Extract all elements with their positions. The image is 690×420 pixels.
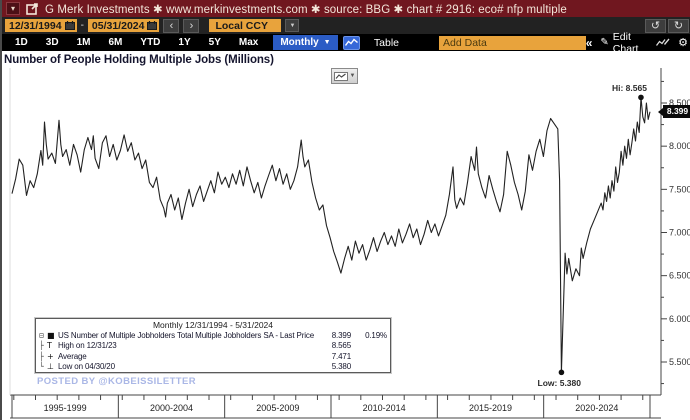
low-marker-icon: ⊥ — [47, 362, 54, 372]
chart-type-button[interactable]: ▼ — [331, 68, 358, 84]
date-range-dash: - — [80, 20, 84, 31]
high-point-dot — [638, 94, 644, 101]
date-to-value: 05/31/2024 — [91, 19, 145, 32]
x-axis-label: 2015-2019 — [469, 403, 512, 413]
legend-last-value: 8.399 — [331, 330, 351, 340]
collapse-panel-button[interactable]: « — [585, 35, 593, 50]
x-axis-label: 2005-2009 — [256, 403, 299, 413]
calendar-icon[interactable] — [64, 21, 75, 30]
tree-branch-icon: └ — [39, 362, 44, 372]
range-ytd[interactable]: YTD — [140, 37, 161, 48]
low-point-dot — [558, 369, 565, 376]
currency-caret-icon[interactable]: ▼ — [285, 19, 300, 32]
range-1m[interactable]: 1M — [76, 37, 91, 48]
legend-high-label: High on 12/31/23 — [58, 341, 117, 351]
range-max[interactable]: Max — [238, 37, 259, 48]
date-to-field[interactable]: 05/31/2024 — [87, 19, 160, 32]
mini-line-chart-icon — [333, 71, 348, 81]
range-6m[interactable]: 6M — [108, 37, 123, 48]
last-price-tag: 8.399 — [658, 105, 690, 119]
next-period-button[interactable]: › — [183, 18, 200, 33]
price-chart[interactable]: 5.500 6.000 6.500 7.000 7.500 8.000 8.500 1995-… — [2, 51, 690, 420]
series-swatch-icon: ■ — [47, 330, 55, 340]
y-axis-label: 6.000 — [669, 314, 690, 324]
gear-icon[interactable]: ⚙ — [678, 37, 689, 49]
legend-header: Monthly 12/31/1994 - 5/31/2024 — [152, 320, 274, 330]
legend-low-label: Low on 04/30/20 — [58, 362, 115, 372]
range-toolbar: 1D 3D 1M 6M YTD 1Y 5Y Max Monthly ▼ Tabl… — [2, 31, 690, 55]
calendar-icon[interactable] — [147, 21, 158, 30]
y-axis-label: 8.000 — [669, 141, 690, 151]
y-axis-label: 7.000 — [669, 227, 690, 237]
range-1y[interactable]: 1Y — [178, 37, 191, 48]
legend-series-label: US Number of Multiple Jobholders Total M… — [58, 330, 314, 340]
legend-row-low: └ ⊥ Low on 04/30/20 5.380 — [39, 362, 387, 373]
legend-average-value: 7.471 — [331, 351, 351, 361]
prev-period-button[interactable]: ‹ — [163, 18, 180, 33]
tree-branch-icon: ├ — [39, 341, 44, 351]
frequency-value: Monthly — [280, 37, 319, 48]
external-link-icon[interactable] — [26, 2, 39, 15]
chart-title: Number of People Holding Multiple Jobs (… — [4, 54, 274, 66]
range-1d[interactable]: 1D — [15, 37, 28, 48]
y-axis-label: 8.500 — [669, 98, 690, 108]
legend-row-average: ├ + Average 7.471 — [39, 351, 387, 362]
add-data-input[interactable]: Add Data — [439, 35, 586, 50]
legend-low-value: 5.380 — [331, 362, 351, 372]
y-axis-label: 6.500 — [669, 271, 690, 281]
chart-annotate-icon[interactable] — [656, 34, 670, 52]
legend-row-last-price: ⊟ ■ US Number of Multiple Jobholders Tot… — [39, 330, 387, 341]
legend-box[interactable]: Monthly 12/31/1994 - 5/31/2024 ⊟ ■ US Nu… — [34, 317, 392, 374]
high-marker-icon: T — [47, 341, 52, 351]
currency-select[interactable]: Local CCY — [209, 19, 282, 32]
x-axis-label: 1995-1999 — [44, 403, 87, 413]
pencil-icon: ✎ — [600, 37, 609, 48]
legend-row-high: ├ T High on 12/31/23 8.565 — [39, 341, 387, 352]
date-from-value: 12/31/1994 — [9, 19, 62, 32]
line-chart-icon[interactable] — [342, 35, 360, 50]
chevron-down-icon: ▼ — [323, 39, 331, 46]
frequency-dropdown[interactable]: Monthly ▼ — [273, 35, 338, 50]
x-axis-label: 2020-2024 — [575, 403, 618, 413]
chevron-down-icon: ▼ — [349, 73, 356, 79]
legend-high-value: 8.565 — [331, 341, 351, 351]
range-3d[interactable]: 3D — [45, 37, 59, 48]
tree-branch-icon: ├ — [39, 351, 44, 361]
redo-icon[interactable]: ↻ — [668, 18, 689, 33]
date-from-field[interactable]: 12/31/1994 — [5, 19, 77, 32]
x-axis-label: 2010-2014 — [363, 403, 406, 413]
chart-panel: Number of People Holding Multiple Jobs (… — [2, 51, 690, 420]
legend-collapse-icon[interactable]: ⊟ — [39, 330, 44, 340]
legend-pct-change: 0.19% — [365, 330, 387, 340]
high-annotation: Hi: 8.565 — [611, 83, 647, 94]
price-line[interactable] — [11, 96, 651, 373]
average-marker-icon: + — [47, 351, 54, 361]
window-title: G Merk Investments ✱ www.merkinvestments… — [45, 3, 567, 16]
y-axis-label: 5.500 — [669, 357, 690, 367]
table-button[interactable]: Table — [373, 36, 400, 49]
dock-icon[interactable]: ▾ — [6, 2, 20, 15]
range-5y[interactable]: 5Y — [208, 37, 221, 48]
watermark: POSTED BY @KOBEISSILETTER — [37, 376, 196, 387]
date-toolbar: 12/31/1994 - 05/31/2024 ‹ › Local — [2, 17, 690, 34]
y-axis-label: 7.500 — [669, 184, 690, 194]
low-annotation: Low: 5.380 — [537, 378, 581, 389]
legend-average-label: Average — [58, 351, 87, 361]
titlebar: ▾ G Merk Investments ✱ www.merkinvestmen… — [2, 0, 690, 17]
undo-icon[interactable]: ↺ — [645, 18, 666, 33]
x-axis-label: 2000-2004 — [150, 403, 193, 413]
